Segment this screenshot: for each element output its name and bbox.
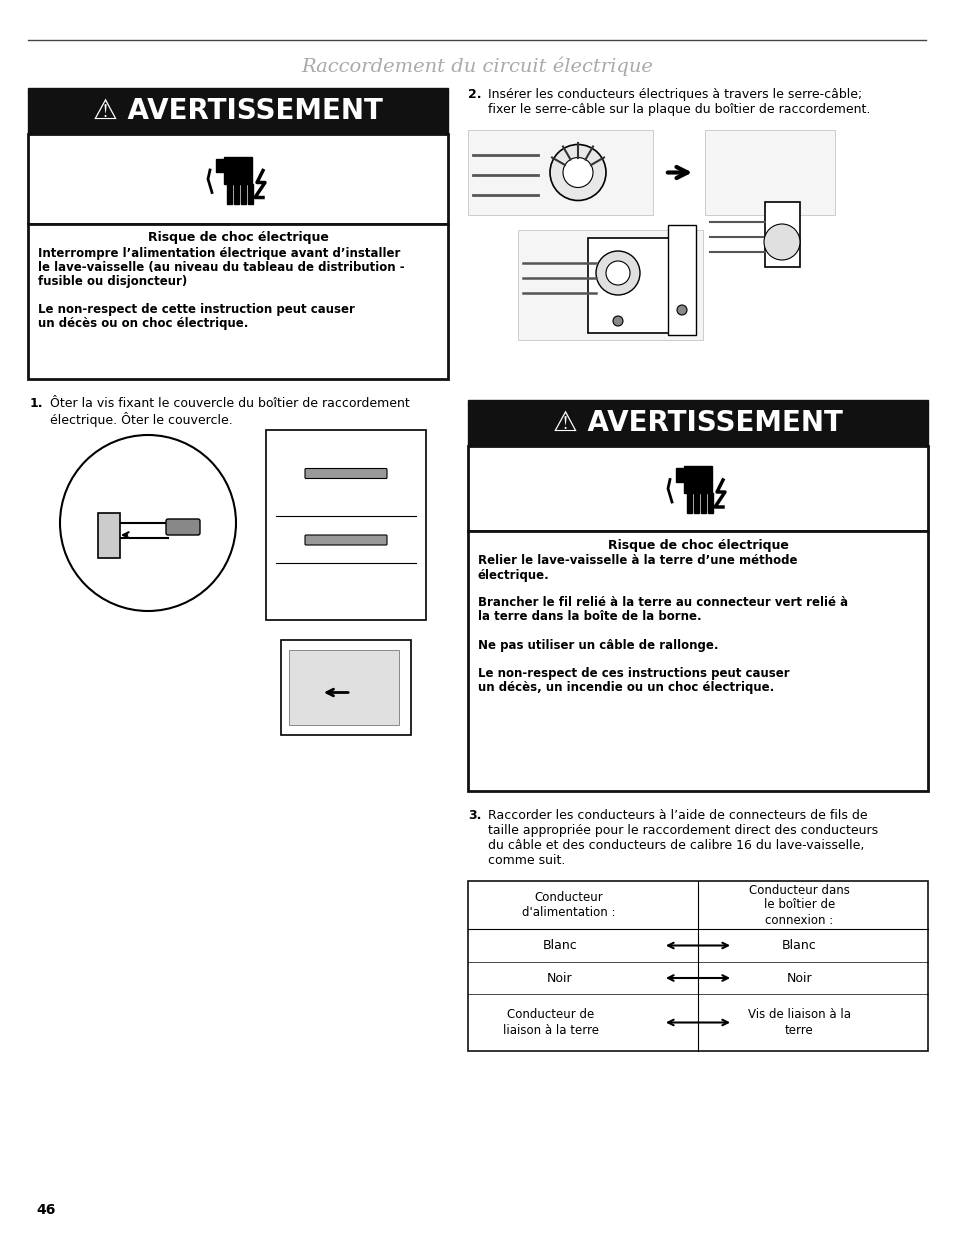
Text: la terre dans la boîte de la borne.: la terre dans la boîte de la borne.: [477, 610, 700, 624]
Text: 1.: 1.: [30, 396, 44, 410]
FancyBboxPatch shape: [468, 881, 927, 1051]
Polygon shape: [215, 159, 224, 172]
Polygon shape: [686, 493, 691, 514]
FancyBboxPatch shape: [266, 430, 426, 620]
Text: Brancher le fil relié à la terre au connecteur vert relié à: Brancher le fil relié à la terre au conn…: [477, 597, 847, 610]
FancyBboxPatch shape: [587, 238, 678, 333]
Text: Blanc: Blanc: [542, 939, 577, 952]
Text: ⚠ AVERTISSEMENT: ⚠ AVERTISSEMENT: [553, 409, 842, 437]
Text: Ôter la vis fixant le couvercle du boîtier de raccordement
électrique. Ôter le c: Ôter la vis fixant le couvercle du boîti…: [50, 396, 410, 427]
FancyBboxPatch shape: [468, 130, 652, 215]
FancyBboxPatch shape: [468, 531, 927, 790]
Text: le lave-vaisselle (au niveau du tableau de distribution -: le lave-vaisselle (au niveau du tableau …: [38, 262, 404, 274]
Circle shape: [550, 144, 605, 200]
Polygon shape: [224, 157, 252, 184]
FancyBboxPatch shape: [764, 203, 800, 267]
Text: Raccordement du circuit électrique: Raccordement du circuit électrique: [301, 57, 652, 75]
Circle shape: [763, 224, 800, 261]
Text: Noir: Noir: [547, 972, 572, 984]
FancyBboxPatch shape: [98, 513, 120, 558]
FancyBboxPatch shape: [468, 446, 927, 531]
Circle shape: [605, 261, 629, 285]
Polygon shape: [233, 184, 239, 204]
Circle shape: [596, 251, 639, 295]
Text: Le non-respect de cette instruction peut causer: Le non-respect de cette instruction peut…: [38, 304, 355, 316]
FancyBboxPatch shape: [28, 88, 448, 135]
Text: Conducteur de
liaison à la terre: Conducteur de liaison à la terre: [502, 1009, 598, 1036]
Text: 2.: 2.: [468, 88, 481, 101]
FancyBboxPatch shape: [517, 230, 702, 340]
Text: ⚠ AVERTISSEMENT: ⚠ AVERTISSEMENT: [93, 98, 382, 125]
Text: Le non-respect de ces instructions peut causer: Le non-respect de ces instructions peut …: [477, 667, 789, 679]
FancyBboxPatch shape: [305, 468, 387, 478]
Text: Noir: Noir: [785, 972, 811, 984]
FancyBboxPatch shape: [166, 519, 200, 535]
Polygon shape: [683, 466, 711, 493]
Polygon shape: [700, 493, 705, 514]
Text: Insérer les conducteurs électriques à travers le serre-câble;
fixer le serre-câb: Insérer les conducteurs électriques à tr…: [488, 88, 869, 116]
Text: Relier le lave-vaisselle à la terre d’une méthode: Relier le lave-vaisselle à la terre d’un…: [477, 555, 797, 568]
Text: 46: 46: [36, 1203, 55, 1216]
Text: Interrompre l’alimentation électrique avant d’installer: Interrompre l’alimentation électrique av…: [38, 247, 400, 261]
Text: Conducteur
d'alimentation :: Conducteur d'alimentation :: [522, 890, 616, 919]
Polygon shape: [241, 184, 246, 204]
FancyBboxPatch shape: [281, 640, 411, 735]
Text: fusible ou disjoncteur): fusible ou disjoncteur): [38, 275, 187, 289]
Polygon shape: [676, 468, 683, 482]
FancyBboxPatch shape: [289, 650, 398, 725]
Polygon shape: [707, 493, 712, 514]
Text: Ne pas utiliser un câble de rallonge.: Ne pas utiliser un câble de rallonge.: [477, 638, 718, 652]
Text: un décès ou on choc électrique.: un décès ou on choc électrique.: [38, 317, 248, 331]
Circle shape: [677, 305, 686, 315]
Polygon shape: [227, 184, 232, 204]
FancyBboxPatch shape: [704, 130, 834, 215]
Text: 3.: 3.: [468, 809, 481, 823]
FancyBboxPatch shape: [28, 135, 448, 224]
Text: Raccorder les conducteurs à l’aide de connecteurs de fils de
taille appropriée p: Raccorder les conducteurs à l’aide de co…: [488, 809, 877, 867]
Polygon shape: [248, 184, 253, 204]
Polygon shape: [693, 493, 699, 514]
Circle shape: [562, 158, 593, 188]
FancyBboxPatch shape: [28, 224, 448, 379]
Text: Conducteur dans
le boîtier de
connexion :: Conducteur dans le boîtier de connexion …: [748, 883, 849, 926]
Circle shape: [60, 435, 235, 611]
Text: un décès, un incendie ou un choc électrique.: un décès, un incendie ou un choc électri…: [477, 680, 774, 694]
Text: Blanc: Blanc: [781, 939, 816, 952]
Circle shape: [613, 316, 622, 326]
FancyBboxPatch shape: [305, 535, 387, 545]
FancyBboxPatch shape: [667, 225, 696, 335]
Text: Vis de liaison à la
terre: Vis de liaison à la terre: [747, 1009, 850, 1036]
Text: électrique.: électrique.: [477, 568, 549, 582]
Text: Risque de choc électrique: Risque de choc électrique: [607, 538, 787, 552]
Text: Risque de choc électrique: Risque de choc électrique: [148, 231, 328, 245]
FancyBboxPatch shape: [468, 400, 927, 446]
